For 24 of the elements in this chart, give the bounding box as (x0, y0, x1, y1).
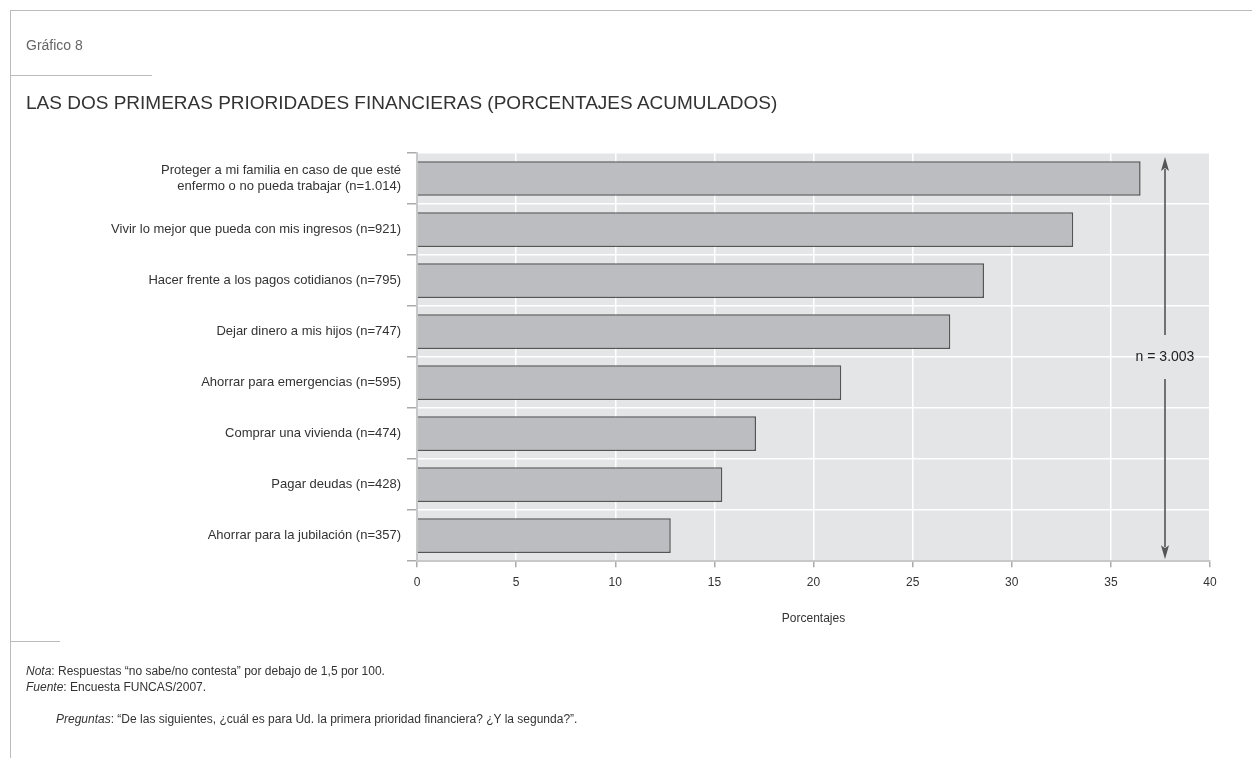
x-tick-label: 25 (905, 574, 920, 589)
y-tick-label: Proteger a mi familia en caso de que esté enfermo o no pueda trabajar (n=1.014) (161, 162, 401, 193)
x-tick-label: 20 (806, 574, 821, 589)
text: Nota: Respuestas “no sabe/no contesta” por debajo de 1,5 por 100. (26, 664, 385, 678)
chart-title: LAS DOS PRIMERAS PRIORIDADES FINANCIERAS (PORCENTAJES ACUMULADOS) (26, 92, 778, 114)
y-tick-label: Comprar una vivienda (n=474) (225, 425, 401, 441)
y-tick-label: Vivir lo mejor que pueda con mis ingresos (n=921) (111, 221, 401, 237)
x-tick-label: 10 (608, 574, 623, 589)
source-note: Fuente: Encuesta FUNCAS/2007. (26, 680, 207, 694)
text: Preguntas: “De las siguientes, ¿cuál es para Ud. la primera prioridad financiera? ¿Y la segunda?”. (56, 712, 578, 726)
x-tick-label: 0 (413, 574, 421, 589)
y-tick-label: Ahorrar para la jubilación (n=357) (207, 527, 401, 543)
annotation: n = 3.003 (1135, 347, 1195, 364)
x-tick-label: 40 (1203, 574, 1217, 589)
x-tick-label: 5 (512, 574, 520, 589)
y-tick-label: Ahorrar para emergencias (n=595) (201, 374, 401, 390)
text: Gráfico 8 (26, 37, 83, 53)
y-tick-label: Dejar dinero a mis hijos (n=747) (216, 323, 401, 339)
x-tick-label: 35 (1104, 574, 1118, 589)
y-tick-label: Pagar deudas (n=428) (271, 476, 401, 492)
x-tick-label: 30 (1005, 574, 1019, 589)
y-tick-label: Hacer frente a los pagos cotidianos (n=795) (148, 272, 401, 288)
x-tick-label: 15 (707, 574, 722, 589)
x-axis-title: Porcentajes (781, 611, 846, 626)
